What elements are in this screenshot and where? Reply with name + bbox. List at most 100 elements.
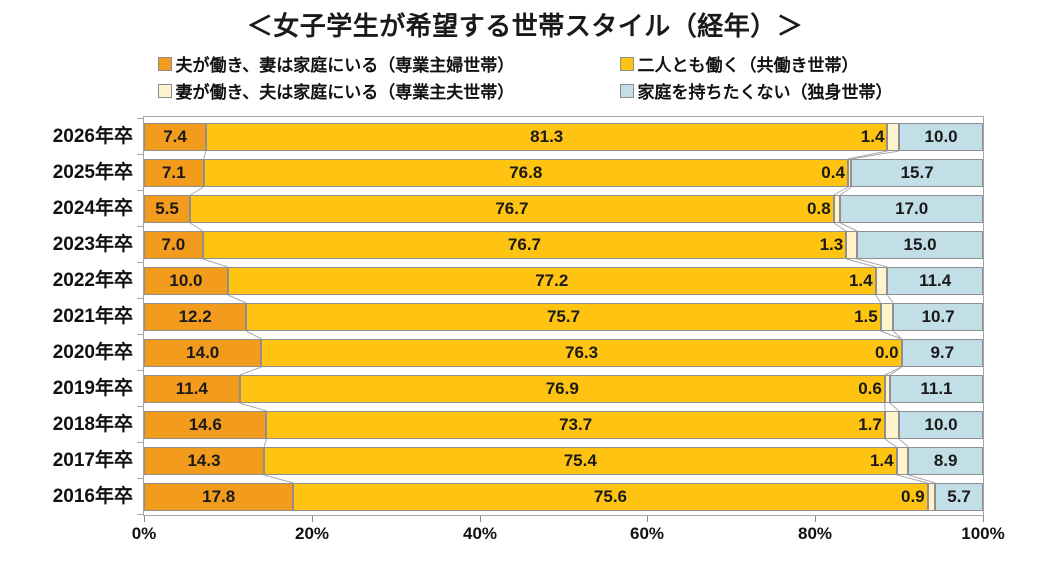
- x-tick: [647, 515, 648, 522]
- category-tick: [137, 477, 143, 479]
- bar-segment-series3: [889, 374, 983, 403]
- category-tick: [137, 513, 143, 515]
- value-axis: 0% 20% 40% 60% 80% 100%: [132, 515, 1005, 546]
- bar-track: 14.0 76.3 9.7 0.0: [144, 338, 983, 367]
- bar-row: 14.6 73.7 10.0 1.7: [144, 407, 983, 443]
- bar-segment-series1: [203, 158, 848, 187]
- bar-segment-series1: [246, 302, 881, 331]
- category-label: 2025年卒: [52, 161, 133, 183]
- bar-track: 7.4 81.3 10.0 1.4: [144, 122, 983, 151]
- bar-row: 17.8 75.6 5.7 0.9: [144, 479, 983, 515]
- bar-segment-series2: [880, 302, 894, 331]
- bar-segment-series2: [884, 410, 900, 439]
- category-label: 2016年卒: [52, 485, 133, 507]
- bar-segment-series3: [857, 230, 983, 259]
- legend-item-single: 家庭を持ちたくない（独身世帯）: [619, 78, 893, 104]
- category-label: 2022年卒: [52, 269, 133, 291]
- bar-segment-series0: [144, 374, 240, 403]
- bar-segment-series3: [901, 338, 983, 367]
- x-tick-label: 40%: [462, 523, 498, 543]
- category-label: 2020年卒: [52, 341, 133, 363]
- bar-segment-series0: [144, 410, 267, 439]
- bar-segment-series1: [261, 338, 902, 367]
- bar-segment-series2: [887, 122, 900, 151]
- bar-segment-series1: [239, 374, 885, 403]
- bar-segment-series3: [935, 482, 983, 511]
- bar-segment-series3: [851, 158, 983, 187]
- bar-segment-series2: [847, 158, 852, 187]
- bar-row: 5.5 76.7 17.0 0.8: [144, 191, 983, 227]
- x-tick: [144, 515, 145, 522]
- category-label: 2018年卒: [52, 413, 133, 435]
- bar-row: 10.0 77.2 11.4 1.4: [144, 263, 983, 299]
- bar-segment-series0: [144, 302, 247, 331]
- bar-segment-series1: [202, 230, 847, 259]
- plot-area: 7.4 81.3 10.0 1.4 7.1 76.8 15.7 0.4 5.5 76.7 17.0 0…: [137, 115, 984, 516]
- bar-segment-series0: [144, 194, 191, 223]
- category-axis: 2026年卒 2025年卒 2024年卒 2023年卒 2022年卒 2021年卒 2020…: [0, 119, 143, 516]
- bar-segment-series0: [144, 338, 262, 367]
- bar-track: 7.0 76.7 15.0 1.3: [144, 230, 983, 259]
- bar-segment-series3: [840, 194, 983, 223]
- bar-segment-series0: [144, 158, 204, 187]
- bar-segment-series3: [899, 410, 983, 439]
- legend: 夫が働き、妻は家庭にいる（専業主婦世帯） 二人とも働く（共働き世帯） 妻が働き、…: [157, 51, 893, 104]
- category-tick: [137, 225, 143, 227]
- category-label: 2026年卒: [52, 125, 133, 147]
- bar-segment-series0: [144, 446, 264, 475]
- bar-segment-series1: [206, 122, 888, 151]
- category-tick: [137, 297, 143, 299]
- bar-track: 11.4 76.9 11.1 0.6: [144, 374, 983, 403]
- category-label: 2021年卒: [52, 305, 133, 327]
- legend-item-dual-income: 二人とも働く（共働き世帯）: [619, 51, 893, 77]
- bar-row: 12.2 75.7 10.7 1.5: [144, 299, 983, 335]
- x-tick: [983, 515, 984, 522]
- legend-label: 二人とも働く（共働き世帯）: [637, 56, 859, 75]
- bar-row: 7.4 81.3 10.0 1.4: [144, 119, 983, 155]
- x-tick: [480, 515, 481, 522]
- legend-swatch-blue: [619, 83, 634, 98]
- bar-segment-series0: [144, 230, 203, 259]
- bar-track: 7.1 76.8 15.7 0.4: [144, 158, 983, 187]
- category-tick: [137, 153, 143, 155]
- bar-segment-series2: [884, 374, 890, 403]
- bar-row: 7.1 76.8 15.7 0.4: [144, 155, 983, 191]
- category-label: 2023年卒: [52, 233, 133, 255]
- bar-track: 12.2 75.7 10.7 1.5: [144, 302, 983, 331]
- legend-label: 妻が働き、夫は家庭にいる（専業主夫世帯）: [175, 83, 515, 102]
- bar-track: 17.8 75.6 5.7 0.9: [144, 482, 983, 511]
- bar-track: 10.0 77.2 11.4 1.4: [144, 266, 983, 295]
- bar-segment-series2: [833, 194, 841, 223]
- category-label: 2017年卒: [52, 449, 133, 471]
- legend-swatch-gold: [619, 56, 634, 71]
- bar-segment-series2: [846, 230, 858, 259]
- x-tick-label: 20%: [294, 523, 330, 543]
- bar-segment-series2: [896, 446, 909, 475]
- bar-segment-series0: [144, 122, 207, 151]
- bar-segment-series3: [893, 302, 983, 331]
- category-tick: [137, 333, 143, 335]
- bar-row: 14.0 76.3 9.7 0.0: [144, 335, 983, 371]
- bar-segment-series2: [927, 482, 936, 511]
- bar-segment-series2: [875, 266, 888, 295]
- bar-segment-series1: [190, 194, 834, 223]
- bar-segment-series3: [908, 446, 983, 475]
- bars: 7.4 81.3 10.0 1.4 7.1 76.8 15.7 0.4 5.5 76.7 17.0 0…: [144, 119, 983, 515]
- legend-label: 夫が働き、妻は家庭にいる（専業主婦世帯）: [175, 56, 515, 75]
- category-label: 2019年卒: [52, 377, 133, 399]
- bar-segment-series3: [887, 266, 983, 295]
- bar-segment-series1: [266, 410, 885, 439]
- x-tick-label: 60%: [629, 523, 665, 543]
- category-label: 2024年卒: [52, 197, 133, 219]
- bar-track: 14.3 75.4 8.9 1.4: [144, 446, 983, 475]
- x-tick-label: 100%: [961, 523, 1005, 543]
- bar-segment-series1: [227, 266, 876, 295]
- legend-item-fulltime-househusband: 妻が働き、夫は家庭にいる（専業主夫世帯）: [157, 78, 610, 104]
- chart-title: ＜女子学生が希望する世帯スタイル（経年）＞: [246, 11, 804, 41]
- bar-row: 14.3 75.4 8.9 1.4: [144, 443, 983, 479]
- bar-segment-series0: [144, 266, 228, 295]
- x-tick-label: 80%: [797, 523, 833, 543]
- legend-swatch-orange: [157, 56, 172, 71]
- category-tick: [137, 189, 143, 191]
